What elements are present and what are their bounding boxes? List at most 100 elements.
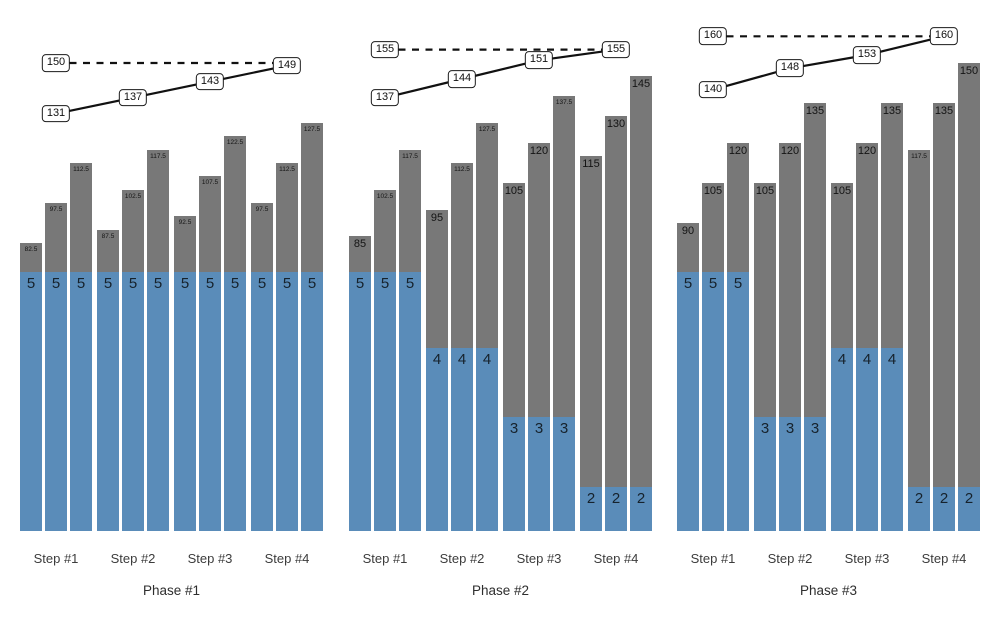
weight-value-label: 117.5 (150, 152, 166, 160)
weight-bar: 115 (580, 156, 602, 531)
weight-value-label: 120 (780, 144, 800, 157)
reps-value-label: 2 (611, 490, 621, 507)
weight-value-label: 112.5 (73, 165, 89, 173)
weight-value-label: 135 (934, 104, 954, 117)
trend-point-label: 137 (370, 88, 400, 107)
weight-value-label: 105 (832, 184, 852, 197)
trend-point-label: 160 (929, 27, 959, 46)
weight-bar: 135 (933, 102, 955, 531)
reps-bar: 5 (224, 272, 246, 531)
weight-bar: 130 (605, 116, 627, 531)
trend-point-label: 144 (447, 70, 477, 88)
trend-point-label: 153 (852, 46, 882, 64)
weight-value-label: 120 (728, 144, 748, 157)
weight-value-label: 135 (805, 104, 825, 117)
weight-value-label: 117.5 (911, 152, 927, 160)
phase-axis-label: Phase #3 (799, 583, 858, 598)
reps-value-label: 5 (180, 275, 190, 292)
reps-bar: 4 (881, 347, 903, 531)
reps-bar: 2 (933, 487, 955, 531)
reps-bar: 5 (122, 272, 144, 531)
weight-value-label: 135 (882, 104, 902, 117)
weight-value-label: 112.5 (279, 165, 295, 173)
trend-point-label: 143 (195, 72, 225, 91)
weight-value-label: 87.5 (101, 232, 115, 240)
reps-value-label: 5 (51, 275, 61, 292)
phase-axis-label: Phase #1 (142, 583, 201, 598)
reps-value-label: 4 (457, 350, 467, 368)
reps-value-label: 4 (862, 350, 872, 368)
weight-value-label: 85 (353, 238, 367, 251)
weight-value-label: 127.5 (303, 125, 321, 133)
reps-value-label: 2 (914, 490, 924, 507)
weight-value-label: 105 (755, 184, 775, 197)
target-line-label: 160 (698, 27, 728, 46)
reps-bar: 5 (276, 272, 298, 531)
reps-bar: 5 (702, 272, 724, 531)
reps-value-label: 3 (534, 420, 544, 437)
step-axis-label: Step #3 (844, 551, 890, 566)
weight-value-label: 122.5 (226, 139, 244, 147)
reps-value-label: 4 (482, 350, 492, 368)
reps-bar: 3 (804, 417, 826, 531)
reps-bar: 5 (147, 272, 169, 531)
weight-value-label: 97.5 (49, 205, 63, 213)
step-axis-label: Step #4 (921, 551, 967, 566)
reps-value-label: 5 (26, 275, 36, 292)
weight-value-label: 145 (631, 78, 651, 91)
reps-bar: 5 (199, 272, 221, 531)
weight-value-label: 127.5 (478, 125, 496, 133)
reps-value-label: 2 (939, 490, 949, 507)
weight-value-label: 117.5 (402, 152, 418, 160)
reps-value-label: 2 (636, 490, 646, 507)
reps-bar: 5 (20, 272, 42, 531)
reps-value-label: 5 (153, 275, 163, 292)
reps-value-label: 5 (683, 275, 693, 292)
reps-value-label: 3 (509, 420, 519, 437)
reps-value-label: 2 (586, 490, 596, 507)
trend-point-label: 149 (272, 56, 302, 75)
reps-value-label: 3 (810, 420, 820, 437)
reps-bar: 5 (70, 272, 92, 531)
reps-bar: 4 (426, 347, 448, 531)
reps-value-label: 5 (405, 275, 415, 292)
weight-value-label: 120 (857, 144, 877, 157)
reps-value-label: 5 (205, 275, 215, 292)
weight-value-label: 102.5 (376, 192, 394, 200)
reps-value-label: 5 (380, 275, 390, 292)
reps-bar: 2 (958, 487, 980, 531)
reps-bar: 3 (528, 417, 550, 531)
weight-value-label: 97.5 (255, 205, 269, 213)
step-axis-label: Step #4 (264, 551, 310, 566)
reps-bar: 2 (908, 487, 930, 531)
trend-point-label: 151 (524, 51, 554, 70)
reps-bar: 5 (97, 272, 119, 531)
weight-value-label: 130 (606, 118, 626, 131)
reps-bar: 4 (451, 347, 473, 531)
step-axis-label: Step #4 (593, 551, 639, 566)
reps-bar: 3 (553, 417, 575, 531)
reps-value-label: 3 (559, 420, 569, 437)
reps-bar: 4 (856, 347, 878, 531)
reps-value-label: 5 (355, 275, 365, 292)
weight-bar: 145 (630, 76, 652, 531)
reps-value-label: 5 (230, 275, 240, 292)
reps-bar: 5 (301, 272, 323, 531)
reps-bar: 5 (349, 272, 371, 531)
step-axis-label: Step #1 (690, 551, 736, 566)
target-line-label: 150 (41, 54, 71, 72)
reps-bar: 5 (45, 272, 67, 531)
reps-bar: 5 (727, 272, 749, 531)
reps-value-label: 5 (128, 275, 138, 292)
weight-bar: 117.5 (908, 149, 930, 531)
reps-value-label: 4 (887, 350, 897, 368)
weight-value-label: 112.5 (454, 165, 470, 173)
reps-value-label: 5 (103, 275, 113, 292)
reps-value-label: 5 (282, 275, 292, 292)
reps-bar: 2 (580, 487, 602, 531)
trend-point-label: 140 (698, 80, 728, 99)
trend-point-label: 155 (601, 40, 631, 59)
step-axis-label: Step #2 (439, 551, 485, 566)
reps-bar: 5 (399, 272, 421, 531)
